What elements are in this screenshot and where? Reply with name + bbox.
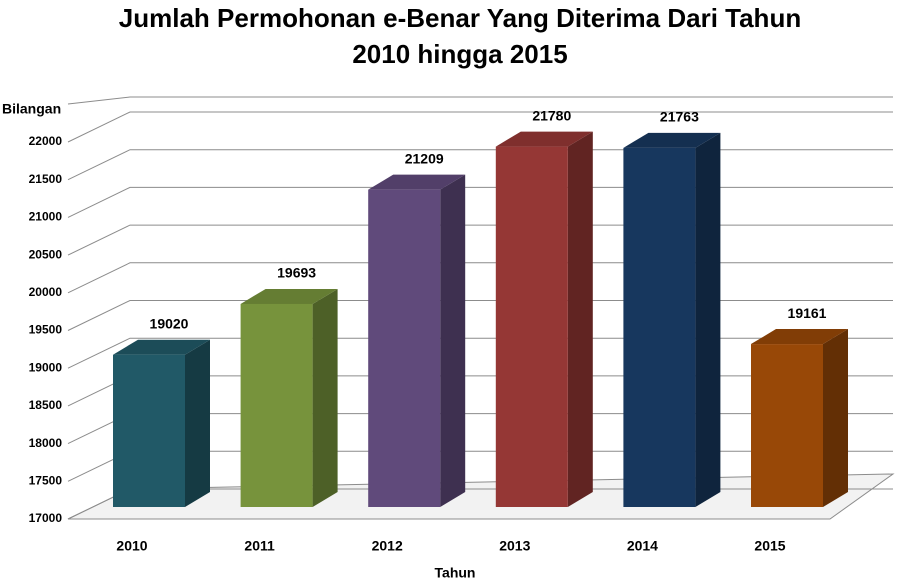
grid-line bbox=[67, 186, 893, 218]
value-label: 19161 bbox=[788, 305, 827, 321]
x-tick-label: 2011 bbox=[244, 538, 275, 554]
y-tick-label: 18500 bbox=[29, 398, 63, 412]
y-tick-label: 17500 bbox=[29, 473, 63, 487]
x-tick-label: 2013 bbox=[499, 538, 530, 554]
chart-title: Jumlah Permohonan e-Benar Yang Diterima … bbox=[119, 3, 801, 33]
x-tick-label: 2012 bbox=[372, 538, 403, 554]
y-tick-label: 20500 bbox=[29, 247, 63, 261]
y-tick-label: 19500 bbox=[29, 323, 63, 337]
y-tick-label: 19000 bbox=[29, 360, 63, 374]
bar-side bbox=[823, 329, 848, 507]
chart-title: 2010 hingga 2015 bbox=[352, 39, 567, 69]
bar bbox=[495, 146, 568, 507]
y-tick-label: 22000 bbox=[29, 134, 63, 148]
y-tick-label: 17000 bbox=[29, 511, 63, 525]
value-label: 21780 bbox=[532, 107, 571, 123]
bar bbox=[113, 354, 185, 507]
bar-top bbox=[368, 174, 466, 190]
grid-line bbox=[67, 111, 893, 143]
value-label: 21209 bbox=[405, 150, 444, 166]
bar-side bbox=[440, 174, 466, 507]
y-tick-label: 18000 bbox=[29, 436, 63, 450]
x-tick-label: 2010 bbox=[116, 538, 147, 554]
x-tick-label: 2014 bbox=[627, 538, 658, 554]
grid-line bbox=[67, 262, 893, 294]
grid-line bbox=[67, 300, 893, 331]
grid-line bbox=[67, 149, 893, 181]
y-axis-label: Bilangan bbox=[2, 101, 61, 117]
y-tick-label: 21500 bbox=[29, 172, 63, 186]
bar-top bbox=[751, 329, 848, 345]
value-label: 19020 bbox=[150, 315, 189, 331]
y-tick-label: 20000 bbox=[29, 285, 63, 299]
wall-top bbox=[67, 96, 893, 105]
bar bbox=[751, 344, 823, 507]
x-tick-label: 2015 bbox=[754, 538, 785, 554]
bar-top bbox=[240, 288, 338, 304]
bar-side bbox=[567, 131, 593, 507]
bar-top bbox=[623, 132, 721, 148]
bar-side bbox=[695, 132, 721, 507]
bar bbox=[368, 189, 441, 507]
bar-top bbox=[113, 339, 210, 355]
bar-side bbox=[185, 339, 210, 507]
bar-side bbox=[312, 288, 338, 507]
bar bbox=[240, 303, 313, 507]
value-label: 19693 bbox=[277, 265, 316, 281]
y-tick-label: 21000 bbox=[29, 210, 63, 224]
x-axis-label: Tahun bbox=[435, 565, 476, 581]
grid-line bbox=[67, 224, 893, 256]
bar-top bbox=[495, 131, 593, 147]
bar bbox=[623, 147, 696, 507]
value-label: 21763 bbox=[660, 109, 699, 125]
